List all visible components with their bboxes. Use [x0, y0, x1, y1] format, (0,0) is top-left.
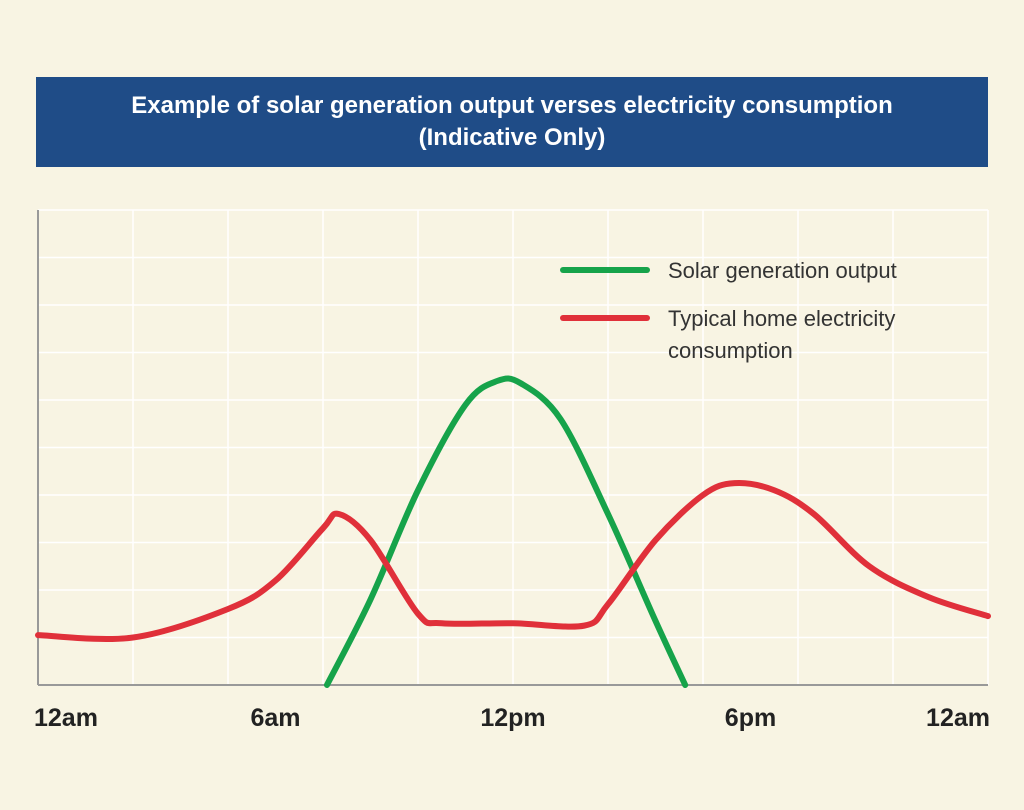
x-tick-label: 6am [250, 704, 300, 732]
series-line [35, 479, 991, 642]
chart-title: Example of solar generation output verse… [131, 92, 893, 119]
legend: Solar generation output Typical home elec… [560, 255, 958, 383]
legend-swatch [560, 315, 650, 321]
x-tick-label: 12am [926, 704, 990, 732]
chart-subtitle: (Indicative Only) [418, 124, 606, 151]
series-line [323, 375, 689, 688]
x-tick-label: 6pm [725, 704, 776, 732]
legend-label: Solar generation output [668, 258, 897, 283]
title-box: Example of solar generation output verse… [36, 77, 988, 167]
x-tick-label: 12am [34, 704, 98, 732]
legend-swatch [560, 267, 650, 273]
legend-item: Solar generation output [560, 255, 958, 287]
x-tick-label: 12pm [480, 704, 545, 732]
legend-label: Typical home electricity consumption [668, 306, 896, 363]
legend-item: Typical home electricity consumption [560, 303, 958, 367]
